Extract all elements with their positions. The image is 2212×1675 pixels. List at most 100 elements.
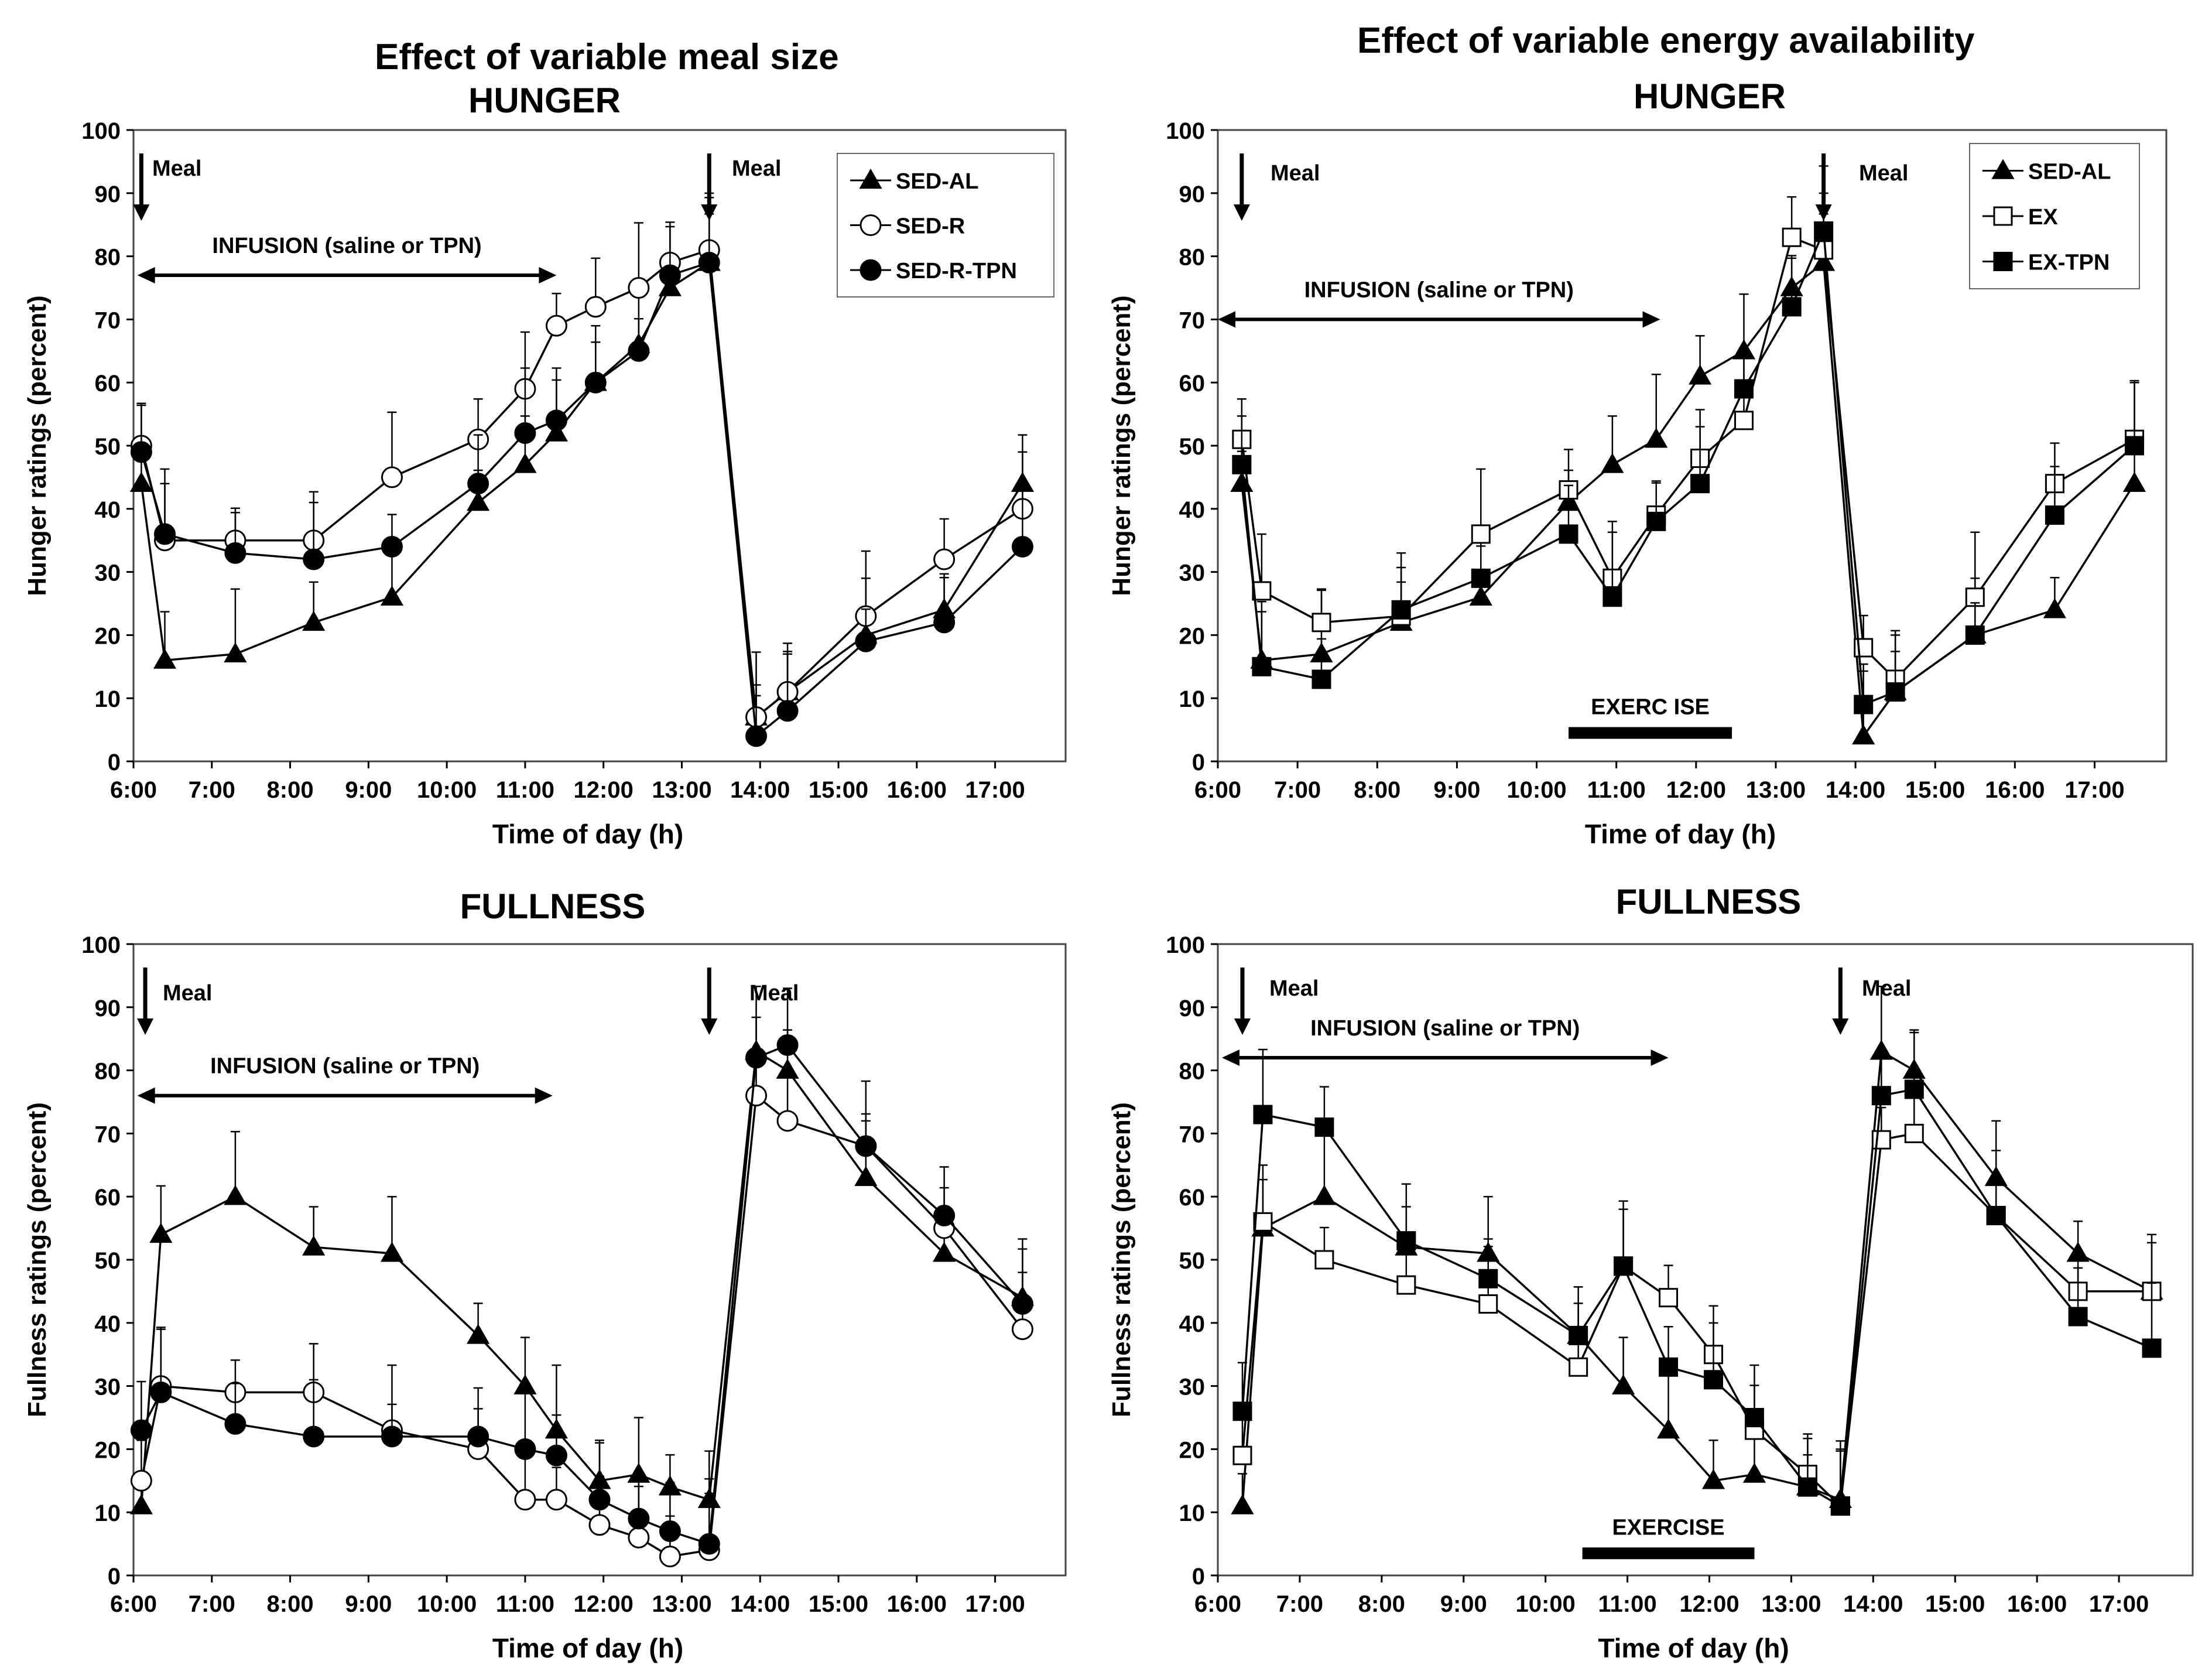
panel-title: HUNGER [1634,77,1786,116]
y-tick-label: 10 [1179,1500,1206,1526]
data-point [933,548,956,570]
x-tick-label: 13:00 [1746,777,1806,803]
y-tick-label: 50 [95,1248,121,1274]
series-line [140,1050,1023,1506]
y-tick-label: 30 [95,560,121,586]
x-tick-label: 14:00 [730,777,790,803]
infusion-label: INFUSION (saline or TPN) [210,1054,480,1079]
error-bar [2147,1282,2157,1348]
data-point [584,296,607,318]
data-point [129,1494,153,1515]
data-point [1742,1462,1766,1483]
data-point [1690,474,1710,494]
x-tick-label: 16:00 [1985,777,2045,803]
meal-label: Meal [1271,161,1320,186]
series-sed-al [1231,986,2163,1515]
x-tick-label: 9:00 [1433,777,1480,803]
x-tick-label: 7:00 [189,777,235,803]
data-point [1744,1408,1764,1427]
x-tick-label: 13:00 [652,1591,711,1617]
chart-panel-4: FULLNESS 0 10 20 30 40 50 60 70 80 90 100 6:00 7:00 8:… [1107,882,2194,1663]
data-point [933,611,956,634]
error-bar [1618,1200,1628,1266]
legend-label: SED-R [896,214,965,239]
x-tick-label: 15:00 [1925,1591,1985,1617]
y-tick-label: 60 [1179,371,1206,396]
infusion-arrow [1221,1050,1669,1066]
exercise-bar [1582,1547,1755,1560]
y-tick-label: 20 [1179,1437,1206,1463]
data-point [1871,1130,1891,1150]
legend-entry: SED-AL [1982,159,2111,184]
data-point [1614,1256,1634,1276]
y-tick-label: 50 [1179,434,1206,460]
data-point [1701,1469,1725,1489]
data-point [1478,1269,1498,1288]
data-point [1659,1288,1679,1308]
data-point [1904,1079,1924,1099]
meal-label: Meal [749,981,799,1006]
legend-label: SED-AL [2028,160,2111,184]
y-tick-label: 90 [95,996,121,1021]
x-tick-label: 6:00 [110,1591,157,1617]
data-point [130,1469,152,1492]
data-point [1601,453,1624,473]
data-point [1011,1318,1033,1341]
data-point [933,1242,956,1262]
series-line [1241,1050,2152,1506]
data-point [514,1489,536,1511]
data-point [855,630,877,652]
series-line [140,1093,1023,1558]
data-point [381,1426,403,1448]
data-point [467,1324,490,1344]
chart-panel-1: HUNGER 0 10 20 30 40 50 60 70 80 90 100 6:00 7:00 8:00… [23,81,1067,849]
series-line [140,261,1023,739]
data-point [659,264,681,286]
x-tick-label: 8:00 [267,777,314,803]
data-point [588,1489,611,1511]
error-bar [704,1478,714,1544]
data-point [381,535,403,558]
data-point [1231,1494,1254,1515]
y-axis-label: Hunger ratings (percent) [23,295,52,596]
data-point [1232,1445,1252,1465]
x-tick-label: 14:00 [1843,1591,1903,1617]
y-tick-label: 10 [95,686,121,712]
data-point [1689,364,1712,385]
x-tick-label: 8:00 [267,1591,314,1617]
data-point [1734,411,1754,430]
y-tick-label: 10 [95,1500,121,1526]
y-axis-label: Fullness ratings (percent) [1107,1102,1136,1417]
data-point [745,725,768,747]
x-tick-label: 14:00 [1826,777,1885,803]
infusion-label: INFUSION (saline or TPN) [1304,278,1574,302]
x-tick-label: 16:00 [887,1591,947,1617]
y-tick-label: 100 [81,932,121,958]
data-point [380,1242,404,1262]
data-point [2122,471,2146,492]
y-tick-label: 50 [95,434,121,460]
data-point [467,473,489,495]
data-point [130,1419,152,1441]
legend-marker [1991,159,2015,179]
error-bar [1018,481,1028,547]
data-point [933,1205,956,1227]
data-point [545,315,567,337]
data-point [153,648,177,669]
error-bar [520,1383,530,1450]
data-point [1812,251,1836,271]
data-point [1703,1370,1723,1390]
data-point [545,1444,567,1467]
y-tick-label: 80 [1179,1059,1206,1085]
y-tick-label: 70 [1179,1122,1206,1147]
x-tick-label: 12:00 [574,777,634,803]
x-tick-label: 16:00 [2007,1591,2067,1617]
data-point [224,1413,246,1435]
series-ex-tpn [1232,165,2145,715]
data-point [1646,511,1666,531]
data-point [1312,613,1331,633]
error-bar [520,367,530,433]
data-point [628,277,650,299]
x-tick-label: 12:00 [1679,1591,1739,1617]
x-tick-label: 13:00 [1761,1591,1821,1617]
